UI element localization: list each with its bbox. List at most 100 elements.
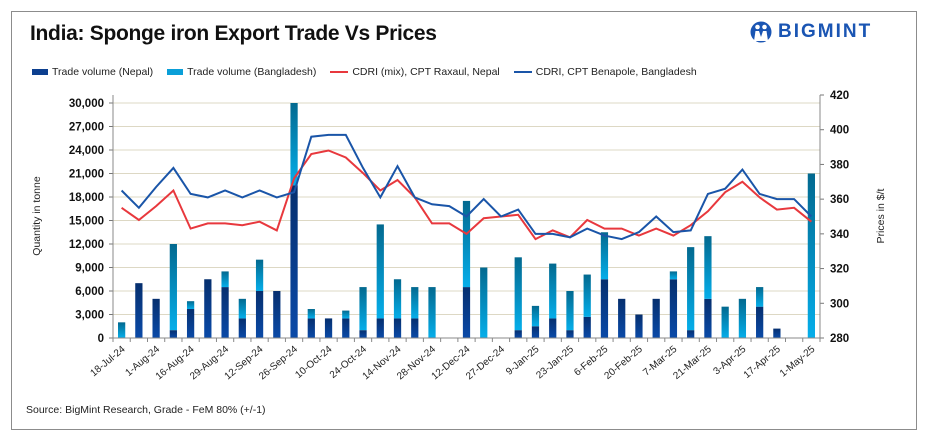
bar-bangladesh	[221, 271, 229, 288]
bar-bangladesh	[514, 257, 522, 331]
bar-nepal	[290, 185, 298, 338]
bar-bangladesh	[238, 298, 246, 319]
legend-item-benapole-price: CDRI, CPT Benapole, Bangladesh	[513, 66, 697, 78]
chart-frame	[11, 11, 917, 430]
legend: Trade volume (Nepal) Trade volume (Bangl…	[32, 66, 711, 78]
bar-bangladesh	[583, 274, 591, 317]
y-tick-label: 27,000	[69, 122, 104, 134]
bar-bangladesh	[531, 305, 540, 327]
y-tick-label: 6,000	[75, 286, 104, 298]
chart-title: India: Sponge iron Export Trade Vs Price…	[30, 22, 437, 45]
legend-swatch	[32, 69, 48, 75]
bar-nepal	[704, 298, 712, 338]
bar-nepal	[204, 279, 212, 338]
y2-tick-label: 300	[830, 298, 849, 310]
bar-nepal	[773, 328, 781, 338]
bar-bangladesh	[342, 310, 350, 319]
x-tick-label: 10-Oct-24	[293, 344, 334, 381]
y-axis-title: Quantity in tonne	[31, 176, 43, 256]
bar-bangladesh	[480, 267, 488, 338]
bar-bangladesh	[307, 309, 315, 319]
bar-bangladesh	[376, 224, 384, 319]
legend-label: CDRI (mix), CPT Raxaul, Nepal	[352, 66, 500, 78]
bar-bangladesh	[566, 291, 574, 331]
bar-nepal	[324, 318, 333, 338]
y-tick-label: 18,000	[69, 192, 104, 204]
bar-bangladesh	[169, 244, 177, 331]
bar-bangladesh	[393, 279, 402, 319]
bar-nepal	[186, 309, 195, 338]
bar-nepal	[135, 283, 143, 338]
x-tick-label: 23-Jan-25	[534, 344, 576, 382]
legend-swatch	[513, 71, 532, 73]
bar-bangladesh	[721, 306, 729, 338]
x-tick-label: 26-Sep-24	[257, 344, 300, 383]
bar-nepal	[238, 318, 246, 338]
logo-icon	[750, 21, 772, 43]
bar-bangladesh	[669, 271, 678, 280]
y-tick-label: 30,000	[69, 98, 104, 110]
x-tick-label: 27-Dec-24	[464, 344, 507, 383]
bar-nepal	[652, 298, 660, 338]
legend-item-raxaul-price: CDRI (mix), CPT Raxaul, Nepal	[330, 66, 500, 78]
legend-label: Trade volume (Bangladesh)	[187, 66, 317, 78]
bar-nepal	[393, 318, 402, 338]
bar-bangladesh	[428, 287, 436, 338]
bar-nepal	[152, 298, 160, 338]
y2-axis-title: Prices in $/t	[875, 188, 887, 243]
bar-bangladesh	[359, 287, 367, 331]
bar-nepal	[411, 318, 419, 338]
bar-bangladesh	[756, 287, 764, 307]
bar-nepal	[376, 318, 384, 338]
bar-bangladesh	[411, 287, 419, 319]
bar-nepal	[669, 279, 678, 338]
bar-bangladesh	[186, 301, 195, 310]
y2-tick-label: 340	[830, 229, 849, 241]
bar-bangladesh	[600, 232, 609, 280]
y2-tick-label: 360	[830, 194, 849, 206]
bar-nepal	[600, 279, 609, 338]
legend-label: CDRI, CPT Benapole, Bangladesh	[535, 66, 697, 78]
bar-nepal	[307, 318, 315, 338]
x-tick-label: 17-Apr-25	[742, 344, 783, 381]
bar-bangladesh	[738, 298, 747, 338]
bar-nepal	[342, 318, 350, 338]
bar-nepal	[549, 318, 557, 338]
legend-item-bangladesh-volume: Trade volume (Bangladesh)	[167, 66, 316, 78]
y2-tick-label: 280	[830, 333, 849, 345]
y2-tick-label: 400	[830, 125, 849, 137]
y2-tick-label: 380	[830, 159, 849, 171]
y2-tick-label: 420	[830, 90, 849, 102]
logo-text: BIGMINT	[778, 21, 873, 42]
x-tick-label: 21-Mar-25	[671, 344, 714, 382]
bar-bangladesh	[462, 200, 471, 288]
y-tick-label: 15,000	[69, 216, 104, 228]
bar-nepal	[221, 287, 229, 338]
line-benapole-price	[120, 133, 813, 241]
bigmint-logo: BIGMINT	[750, 20, 872, 44]
bar-nepal	[359, 330, 367, 338]
y-tick-label: 0	[98, 333, 104, 345]
legend-label: Trade volume (Nepal)	[52, 66, 154, 78]
bar-nepal	[583, 316, 591, 338]
legend-swatch	[167, 69, 184, 75]
bar-bangladesh	[807, 173, 815, 338]
bar-nepal	[531, 326, 540, 338]
x-tick-label: 1-May-25	[778, 344, 818, 380]
bar-nepal	[566, 330, 574, 338]
bar-nepal	[635, 314, 643, 338]
bar-bangladesh	[290, 103, 298, 186]
bar-bangladesh	[255, 259, 264, 291]
legend-item-nepal-volume: Trade volume (Nepal)	[32, 66, 153, 78]
bar-bangladesh	[118, 322, 126, 338]
source-note: Source: BigMint Research, Grade - FeM 80…	[26, 404, 266, 416]
bar-nepal	[618, 298, 626, 338]
bar-bangladesh	[549, 263, 557, 319]
bar-nepal	[462, 287, 471, 338]
bar-nepal	[756, 306, 764, 338]
y-tick-label: 21,000	[69, 169, 104, 181]
bar-bangladesh	[704, 236, 712, 299]
bar-nepal	[687, 330, 695, 338]
bar-nepal	[169, 330, 177, 338]
